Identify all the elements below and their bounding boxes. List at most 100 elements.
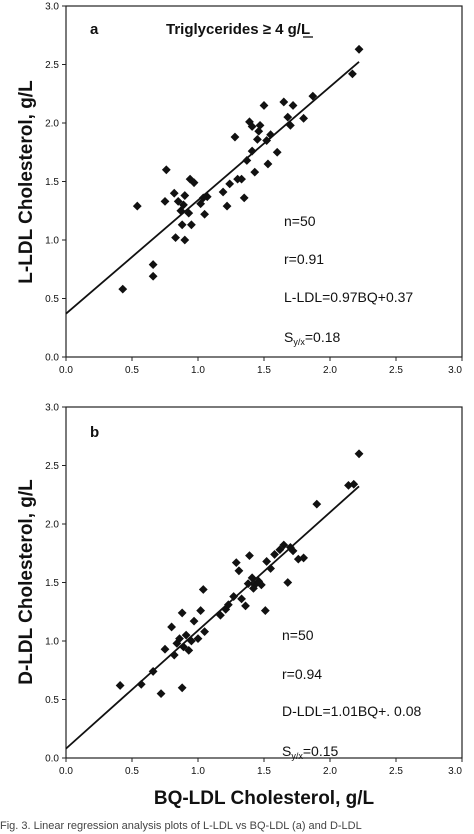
panel-a-y-ticks: 0.0 0.5 1.0 1.5 2.0 2.5 3.0: [45, 2, 66, 364]
panel-a-data-point: [222, 201, 232, 211]
panel-b: D-LDL Cholesterol, g/L 0.0 0.5 1.0 1.5 2.0 2.…: [16, 403, 463, 777]
panel-a-data-point: [308, 91, 318, 101]
panel-b-data-point: [299, 553, 308, 563]
panel-a-x-tick-label: 1.5: [257, 365, 271, 376]
panel-b-data-point: [241, 601, 250, 611]
panel-a-data-point: [263, 159, 273, 169]
panel-b-points: [115, 449, 364, 699]
panel-b-data-point: [198, 585, 208, 594]
panel-a-x-tick-label: 3.0: [448, 365, 462, 376]
panel-b-data-point: [270, 550, 279, 559]
panel-b-regression-line: [65, 485, 360, 750]
panel-a-y-tick-label: 0.0: [45, 353, 59, 364]
panel-b-y-ticks: 0.0 0.5 1.0 1.5 2.0 2.5 3.0: [45, 403, 66, 765]
panel-a-y-tick-label: 0.5: [45, 294, 59, 305]
panel-b-x-tick-label: 1.0: [191, 766, 205, 777]
panel-a-data-point: [198, 193, 208, 203]
panel-a-x-tick-label: 0.5: [125, 365, 139, 376]
panel-a-x-tick-label: 2.0: [323, 365, 337, 376]
panel-a-data-point: [176, 206, 186, 216]
panel-b-data-point: [196, 606, 206, 615]
panel-b-data-point: [234, 566, 244, 576]
panel-b-label: b: [90, 424, 99, 441]
panel-a-data-point: [354, 44, 364, 54]
panel-a-regression-line: [65, 61, 360, 315]
panel-b-data-point: [288, 546, 298, 556]
panel-a-y-tick-label: 1.5: [45, 177, 59, 188]
panel-b-data-point: [216, 610, 225, 620]
panel-a-data-point: [262, 136, 272, 145]
panel-b-data-point: [189, 616, 199, 626]
panel-b-stat-n: n=50: [282, 627, 314, 643]
panel-a-data-point: [272, 147, 282, 157]
panel-b-x-tick-label: 0.5: [125, 766, 139, 777]
panel-b-stat-equation: D-LDL=1.01BQ+. 0.08: [282, 703, 422, 719]
panel-a-data-point: [245, 117, 254, 127]
panel-a-data-point: [279, 97, 289, 107]
panel-b-stat-r: r=0.94: [282, 666, 322, 682]
panel-b-data-point: [187, 636, 196, 646]
panel-b-data-point: [200, 627, 209, 637]
panel-b-y-tick-label: 0.0: [45, 754, 59, 765]
panel-b-data-point: [223, 600, 233, 610]
panel-b-data-point: [179, 642, 188, 652]
panel-a-data-point: [247, 122, 257, 131]
panel-b-data-point: [148, 667, 158, 676]
panel-b-data-point: [175, 634, 184, 644]
panel-a-y-tick-label: 3.0: [45, 2, 59, 13]
panel-a-data-point: [230, 132, 240, 142]
panel-a-x-tick-label: 0.0: [59, 365, 73, 376]
panel-b-data-point: [349, 479, 359, 489]
panel-a-data-point: [283, 112, 293, 122]
panel-a-data-point: [255, 120, 265, 130]
panel-a-points: [118, 44, 364, 294]
panel-b-y-axis-label: D-LDL Cholesterol, g/L: [16, 479, 37, 685]
panel-a-y-axis-label: L-LDL Cholesterol, g/L: [16, 80, 37, 284]
panel-a-stat-equation: L-LDL=0.97BQ+0.37: [284, 289, 413, 305]
panel-a-data-point: [202, 192, 212, 202]
panel-b-data-point: [160, 644, 170, 654]
panel-a-data-point: [118, 284, 128, 294]
panel-a-data-point: [200, 209, 209, 219]
panel-b-data-point: [262, 557, 272, 566]
panel-a-x-ticks: 0.0 0.5 1.0 1.5 2.0 2.5 3.0: [59, 357, 463, 376]
panel-a-data-point: [254, 126, 264, 136]
panel-a-data-point: [169, 188, 179, 198]
panel-b-x-tick-label: 3.0: [448, 766, 462, 777]
panel-a-data-point: [239, 193, 249, 203]
panel-b-data-point: [231, 558, 241, 568]
panel-a-data-point: [187, 220, 196, 230]
panel-a-data-point: [247, 146, 257, 156]
panel-b-x-ticks: 0.0 0.5 1.0 1.5 2.0 2.5 3.0: [59, 758, 463, 777]
panel-b-y-tick-label: 0.5: [45, 695, 59, 706]
panel-a-data-point: [173, 196, 183, 206]
panel-a-data-point: [171, 233, 180, 243]
panel-a-data-point: [225, 179, 235, 189]
panel-a-data-point: [160, 196, 170, 206]
panel-a-data-point: [189, 178, 199, 188]
panel-a-title: Triglycerides ≥ 4 g/L: [166, 21, 310, 38]
panel-b-x-tick-label: 2.5: [389, 766, 403, 777]
panel-b-data-point: [256, 580, 266, 590]
panel-a-data-point: [184, 208, 194, 218]
panel-a-data-point: [161, 165, 171, 175]
panel-a-y-tick-label: 2.0: [45, 119, 59, 130]
panel-a-data-point: [148, 271, 158, 281]
panel-b-stats: n=50 r=0.94 D-LDL=1.01BQ+. 0.08 Sy/x=0.1…: [282, 627, 422, 761]
panel-a-stat-n: n=50: [284, 213, 316, 229]
panel-a-stat-syx: Sy/x=0.18: [284, 329, 340, 347]
panel-b-x-tick-label: 2.0: [323, 766, 337, 777]
panel-b-data-point: [169, 650, 179, 660]
panel-a-data-point: [148, 260, 158, 269]
panel-a-data-point: [250, 167, 260, 177]
panel-a-data-point: [132, 201, 142, 211]
panel-b-data-point: [266, 564, 275, 573]
panel-a-data-point: [242, 156, 252, 165]
panel-b-data-point: [237, 594, 246, 604]
panel-b-data-point: [279, 540, 289, 550]
panel-a-x-tick-label: 2.5: [389, 365, 403, 376]
panel-a-y-tick-label: 1.0: [45, 236, 59, 247]
panel-a-data-point: [177, 220, 187, 230]
panel-a-x-tick-label: 1.0: [191, 365, 205, 376]
